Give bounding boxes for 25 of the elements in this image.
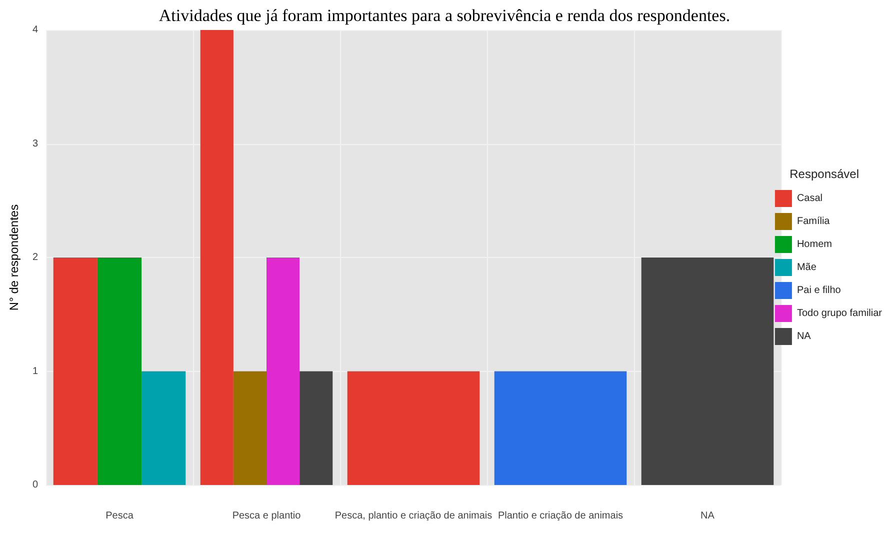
x-tick-label: Pesca e plantio: [232, 510, 302, 522]
legend-title: Responsável: [790, 167, 859, 181]
x-tick-label: NA: [700, 510, 715, 522]
y-tick-label: 3: [32, 138, 38, 150]
y-tick-label: 4: [32, 24, 38, 36]
chart-title: Atividades que já foram importantes para a sobrevivência e renda dos respondentes.: [158, 6, 730, 25]
bar: [142, 371, 186, 485]
y-tick-label: 0: [32, 480, 38, 490]
x-tick-label: Pesca, plantio e criação de animais: [334, 510, 492, 522]
legend-label: Casal: [796, 193, 823, 204]
y-tick-label: 1: [32, 366, 38, 377]
y-tick-label: 2: [32, 252, 38, 263]
bar: [266, 258, 300, 485]
bar: [97, 258, 142, 485]
legend-label: Todo grupo familiar: [796, 308, 883, 319]
legend-label: Mãe: [796, 262, 817, 273]
x-tick-label: Pesca: [106, 510, 134, 522]
legend-label: Família: [796, 216, 830, 227]
legend-label: NA: [796, 331, 812, 342]
bar: [233, 371, 266, 485]
legend-label: Pai e filho: [796, 285, 842, 296]
legend-label: Homem: [796, 239, 832, 250]
bar: [494, 371, 627, 485]
x-tick-label: Plantio e criação de animais: [498, 510, 624, 522]
y-axis-title: N° de respondentes: [7, 204, 21, 311]
